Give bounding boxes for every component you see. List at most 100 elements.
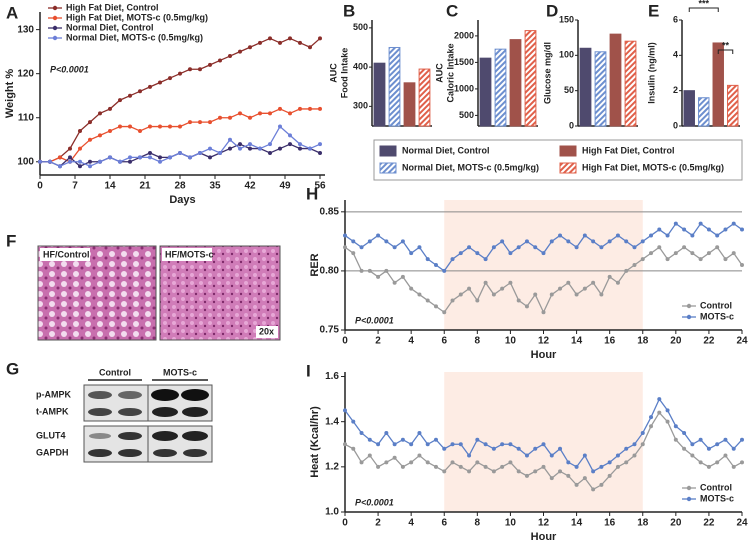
point bbox=[228, 146, 232, 151]
point bbox=[392, 455, 397, 460]
x-tick-label: 14 bbox=[571, 518, 583, 529]
y-tick-label: 1.6 bbox=[325, 371, 339, 382]
point bbox=[68, 159, 72, 164]
point bbox=[665, 257, 670, 262]
x-tick-label: 42 bbox=[244, 181, 256, 192]
point bbox=[591, 239, 596, 244]
point bbox=[188, 155, 192, 160]
legend-marker bbox=[52, 15, 58, 21]
point bbox=[723, 437, 728, 442]
point bbox=[138, 155, 142, 160]
point bbox=[533, 446, 538, 451]
x-tick-label: 18 bbox=[637, 518, 649, 529]
legend-label: High Fat Diet, Control bbox=[66, 2, 159, 12]
y-tick-label: 130 bbox=[17, 24, 34, 35]
x-tick-label: 10 bbox=[505, 518, 517, 529]
point bbox=[706, 446, 711, 451]
point bbox=[128, 93, 132, 98]
point bbox=[566, 239, 571, 244]
x-tick-label: 20 bbox=[670, 518, 682, 529]
point bbox=[392, 280, 397, 285]
point bbox=[566, 473, 571, 478]
point bbox=[409, 286, 414, 291]
y-axis-title: Insulin (ng/ml) bbox=[646, 42, 656, 104]
band bbox=[118, 432, 142, 440]
legend-marker bbox=[686, 303, 692, 309]
point bbox=[188, 120, 192, 125]
x-tick-label: 28 bbox=[174, 181, 186, 192]
band bbox=[182, 431, 208, 441]
point bbox=[624, 268, 629, 273]
point bbox=[298, 106, 302, 111]
point bbox=[740, 227, 744, 232]
point bbox=[308, 146, 312, 151]
point bbox=[384, 239, 389, 244]
point bbox=[599, 482, 604, 487]
point bbox=[417, 292, 422, 297]
point bbox=[168, 155, 172, 160]
point bbox=[640, 442, 645, 447]
point bbox=[238, 111, 242, 116]
point bbox=[632, 263, 637, 267]
y-tick-label: 1500 bbox=[454, 57, 474, 67]
point bbox=[248, 146, 252, 151]
western-blot: G Control MOTS-c p-AMPK t-AMPK GLUT4 GAP… bbox=[6, 359, 213, 463]
point bbox=[68, 146, 72, 151]
point bbox=[376, 442, 381, 447]
point bbox=[740, 460, 744, 465]
bar bbox=[594, 51, 607, 127]
point bbox=[238, 142, 242, 147]
point bbox=[450, 298, 455, 303]
y-tick-label: 0.85 bbox=[320, 206, 340, 217]
point bbox=[458, 292, 463, 297]
point bbox=[376, 464, 381, 469]
band bbox=[88, 408, 112, 416]
legend-label: MOTS-c bbox=[700, 493, 734, 503]
chart-panel: C 500 1000 1500 2000 AUC Caloric Intake bbox=[434, 1, 538, 127]
point bbox=[417, 430, 422, 435]
point bbox=[128, 124, 132, 129]
point bbox=[208, 155, 212, 160]
x-tick-label: 8 bbox=[475, 336, 481, 347]
point bbox=[698, 257, 703, 262]
bar bbox=[373, 62, 386, 127]
point bbox=[351, 239, 356, 244]
row-label: GAPDH bbox=[36, 447, 69, 457]
point bbox=[516, 446, 521, 451]
legend-marker bbox=[52, 25, 58, 31]
point bbox=[715, 245, 720, 250]
point bbox=[208, 120, 212, 125]
point bbox=[178, 124, 182, 129]
point bbox=[731, 464, 736, 469]
point bbox=[78, 146, 82, 151]
point bbox=[574, 245, 579, 250]
point bbox=[475, 251, 480, 256]
y-axis-title: Heat (Kcal/hr) bbox=[309, 406, 321, 478]
point bbox=[433, 437, 438, 442]
x-tick-label: 24 bbox=[736, 518, 748, 529]
point bbox=[308, 45, 312, 50]
point bbox=[715, 460, 720, 465]
point bbox=[118, 124, 122, 129]
band bbox=[153, 449, 177, 457]
point bbox=[690, 442, 695, 447]
label-box bbox=[256, 326, 278, 338]
bar bbox=[524, 30, 537, 127]
point bbox=[258, 111, 262, 116]
point bbox=[673, 424, 678, 429]
point bbox=[78, 159, 82, 164]
point bbox=[467, 286, 472, 291]
x-tick-label: 22 bbox=[703, 518, 715, 529]
point bbox=[524, 239, 529, 244]
point bbox=[384, 268, 389, 273]
x-tick-label: 0 bbox=[342, 336, 348, 347]
x-tick-label: 14 bbox=[571, 336, 583, 347]
legend-label: Control bbox=[700, 300, 732, 310]
point bbox=[491, 469, 496, 474]
point bbox=[278, 106, 282, 111]
point bbox=[599, 245, 604, 250]
point bbox=[288, 36, 292, 41]
label-box bbox=[40, 248, 90, 261]
point bbox=[433, 304, 438, 309]
legend-swatch bbox=[379, 145, 397, 157]
